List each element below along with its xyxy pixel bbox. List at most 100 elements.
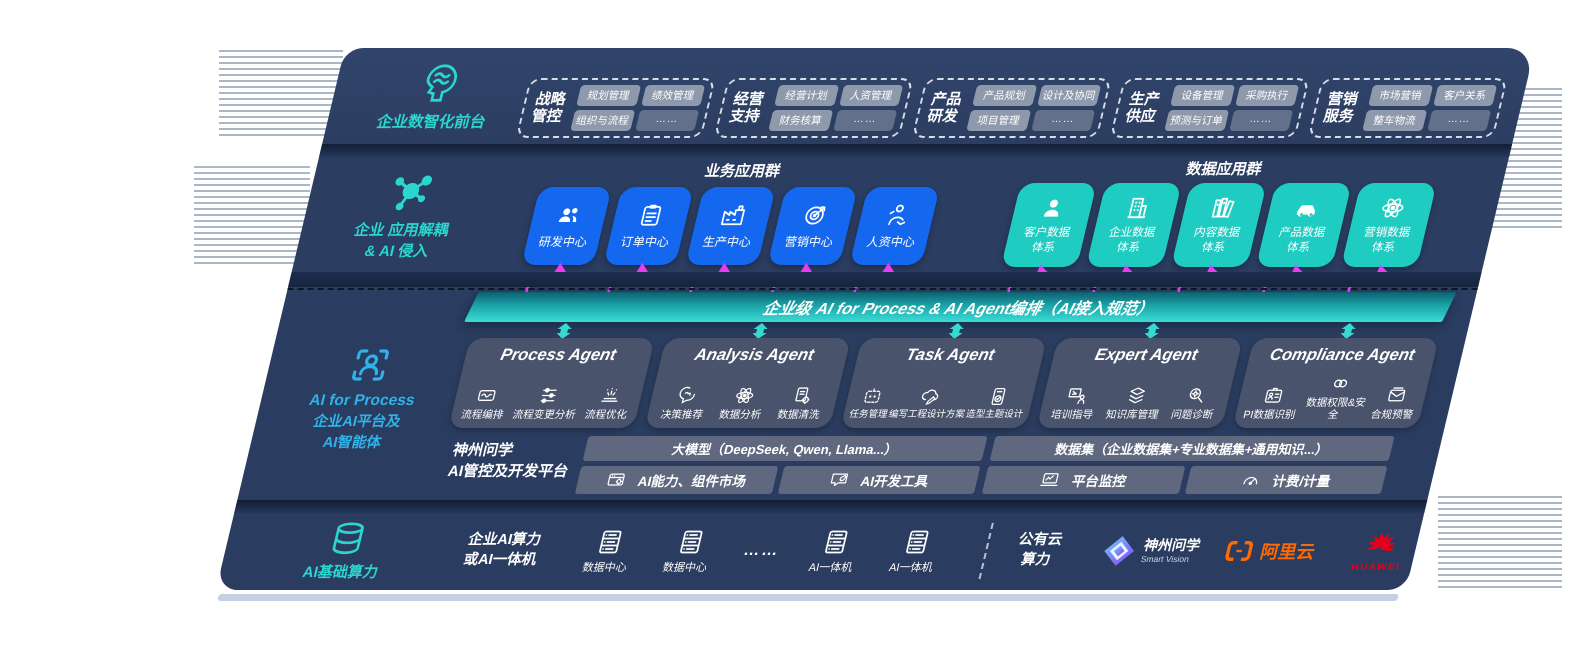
app-layer-label-line2: & AI 侵入 [362, 243, 431, 260]
window-gear-icon [604, 470, 629, 490]
teal-double-arrows [556, 323, 1356, 339]
ai-layer-label-cn1: 企业AI平台及 [311, 414, 403, 431]
tile-label: 研发中心 [537, 235, 589, 249]
chip: 整车物流 [1362, 110, 1427, 131]
partner-subtitle: Smart Vision [1139, 553, 1191, 564]
platform-label-line2: AI管控及开发平台 [446, 463, 571, 480]
agent-item-label: 流程优化 [583, 408, 629, 421]
agent-analysis: Analysis Agent 决策推荐 数据分析 数据清洗 [644, 338, 851, 428]
tile-label: 产品数据体系 [1277, 227, 1327, 254]
node-ellipsis: …… [741, 542, 782, 559]
training-board-icon [1064, 385, 1090, 406]
agent-task: Task Agent 任务管理 编写工程设计方案 造型主题设计 [840, 338, 1047, 428]
clipboard-icon [635, 202, 667, 228]
chip: 项目管理 [966, 110, 1031, 131]
chip: 设计及协同 [1036, 85, 1102, 106]
agent-title: Compliance Agent [1268, 346, 1417, 364]
node-ai-appliance-1: AI一体机 [789, 528, 881, 575]
robot-grid-icon [860, 386, 886, 407]
tile-content-data: 内容数据体系 [1170, 183, 1267, 267]
agent-item-label: PI数据识别 [1241, 408, 1297, 421]
chip-more: …… [832, 110, 898, 131]
agent-title: Analysis Agent [692, 346, 816, 364]
cloud-pen-icon [918, 386, 944, 407]
business-tiles: 研发中心 订单中心 生产中心 营销中心 人资中心 [521, 187, 940, 265]
ai-orchestration-ribbon: 企业级 AI for Process & AI Agent编排（AI接入规范） [463, 292, 1457, 322]
front-office-layer-label: 企业数智化前台 [343, 60, 532, 132]
decision-head-icon [673, 385, 699, 406]
group-strategy: 战略管控 规划管理 绩效管理 组织与流程 …… [515, 78, 716, 138]
partner-alibaba-cloud-logo: 阿里云 [1220, 536, 1322, 566]
tablet-check-icon [986, 386, 1012, 407]
document-gear-icon [790, 385, 816, 406]
dashed-divider [978, 523, 994, 579]
partner-name: 神州问学 [1142, 537, 1203, 554]
conveyor-icon [598, 385, 624, 406]
tile-customer-data: 客户数据体系 [1000, 183, 1097, 267]
model-bar: 大模型（DeepSeek, Qwen, Llama...） [582, 436, 988, 461]
platform-model-column: 大模型（DeepSeek, Qwen, Llama...） AI能力、组件市场 … [574, 436, 988, 494]
architecture-diagram: 企业数智化前台 战略管控 规划管理 绩效管理 组织与流程 …… 经营支持 经营计… [213, 48, 1535, 604]
atom-icon [1377, 195, 1409, 221]
molecule-icon [382, 170, 439, 216]
server-icon [819, 528, 854, 556]
tile-label: 内容数据体系 [1192, 227, 1242, 254]
agent-item-label: 合规预警 [1369, 408, 1415, 421]
agent-item-label: 知识库管理 [1104, 408, 1160, 421]
chip: 组织与流程 [570, 110, 635, 131]
metering-cell: 计费/计量 [1184, 466, 1388, 494]
ai-layer-label-cn2: AI智能体 [320, 435, 383, 452]
enterprise-compute-label: 企业AI算力 或AI一体机 [445, 531, 559, 570]
stripe-decoration-top-left [219, 50, 343, 140]
team-icon [553, 202, 585, 228]
agent-item-label: 编写工程设计方案 [887, 409, 966, 421]
public-cloud-label: 公有云 算力 [1004, 531, 1071, 570]
node-datacenter-1: 数据中心 [563, 528, 655, 575]
server-icon [674, 528, 709, 556]
database-icon [325, 520, 372, 558]
edge-shadow-band [288, 272, 1482, 287]
books-icon [1207, 195, 1239, 221]
cloud-line1: 公有云 [1016, 532, 1065, 549]
ribbon-text: 企业级 AI for Process & AI Agent编排（AI接入规范） [759, 301, 1159, 318]
chip: 绩效管理 [640, 85, 706, 106]
linked-rings-icon [1328, 373, 1354, 394]
brain-icon [412, 60, 469, 106]
group-title: 经营支持 [727, 90, 766, 125]
tile-label: 企业数据体系 [1107, 227, 1157, 254]
id-card-icon [1261, 385, 1287, 406]
chip: 人资管理 [838, 85, 904, 106]
tile-rd-center: 研发中心 [521, 187, 612, 265]
group-title: 战略管控 [529, 90, 568, 125]
sliders-icon [536, 385, 562, 406]
agent-item-label: 数据分析 [717, 408, 763, 421]
agent-process: Process Agent 流程编排 流程变更分析 流程优化 [448, 338, 655, 428]
target-icon [799, 202, 831, 228]
chat-tool-icon [827, 470, 852, 490]
chip: 客户关系 [1432, 85, 1498, 106]
tile-label: 人资中心 [865, 235, 917, 249]
chip: 规划管理 [576, 85, 641, 106]
platform-label: 神州问学 AI管控及开发平台 [446, 440, 576, 482]
agent-item-label: 流程编排 [459, 408, 505, 421]
factory-icon [717, 202, 749, 228]
chip: 财务核算 [768, 110, 833, 131]
tile-marketing-data: 营销数据体系 [1340, 183, 1437, 267]
data-tiles: 客户数据体系 企业数据体系 内容数据体系 产品数据体系 营销数据体系 [1000, 183, 1437, 267]
front-office-groups: 战略管控 规划管理 绩效管理 组织与流程 …… 经营支持 经营计划 人资管理 财… [515, 78, 1508, 138]
group-title: 生产供应 [1123, 90, 1162, 125]
cell-label: AI开发工具 [858, 474, 931, 489]
node-ai-appliance-2: AI一体机 [869, 528, 961, 575]
tile-label: 营销数据体系 [1362, 227, 1412, 254]
chip: 采购执行 [1234, 85, 1300, 106]
chip-more: …… [1426, 110, 1492, 131]
agent-item-label: 培训指导 [1049, 408, 1095, 421]
agent-item-label: 数据权限&安全 [1304, 396, 1368, 421]
platform-label-line1: 神州问学 [451, 442, 516, 459]
platform-dataset-column: 数据集（企业数据集+专业数据集+通用知识...） 平台监控 计费/计量 [981, 436, 1395, 494]
agent-cards: Process Agent 流程编排 流程变更分析 流程优化 Analysis … [448, 338, 1439, 428]
chip: 市场营销 [1368, 85, 1433, 106]
tile-hr-center: 人资中心 [849, 187, 940, 265]
chip: 设备管理 [1170, 85, 1235, 106]
cell-label: 计费/计量 [1270, 474, 1333, 489]
